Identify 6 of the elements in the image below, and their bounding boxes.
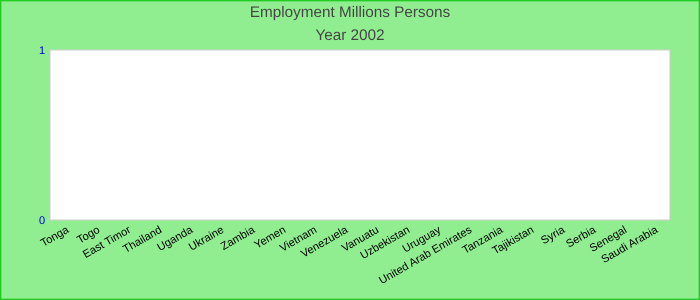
y-tick-label: 1 — [40, 46, 45, 54]
y-tick-label: 0 — [39, 216, 45, 224]
x-tick-label: Tonga — [40, 225, 71, 249]
chart-title: Employment Millions Persons — [251, 6, 450, 20]
x-tick-label: Syria — [540, 224, 567, 246]
chart-subtitle: Year 2002 — [316, 29, 384, 40]
